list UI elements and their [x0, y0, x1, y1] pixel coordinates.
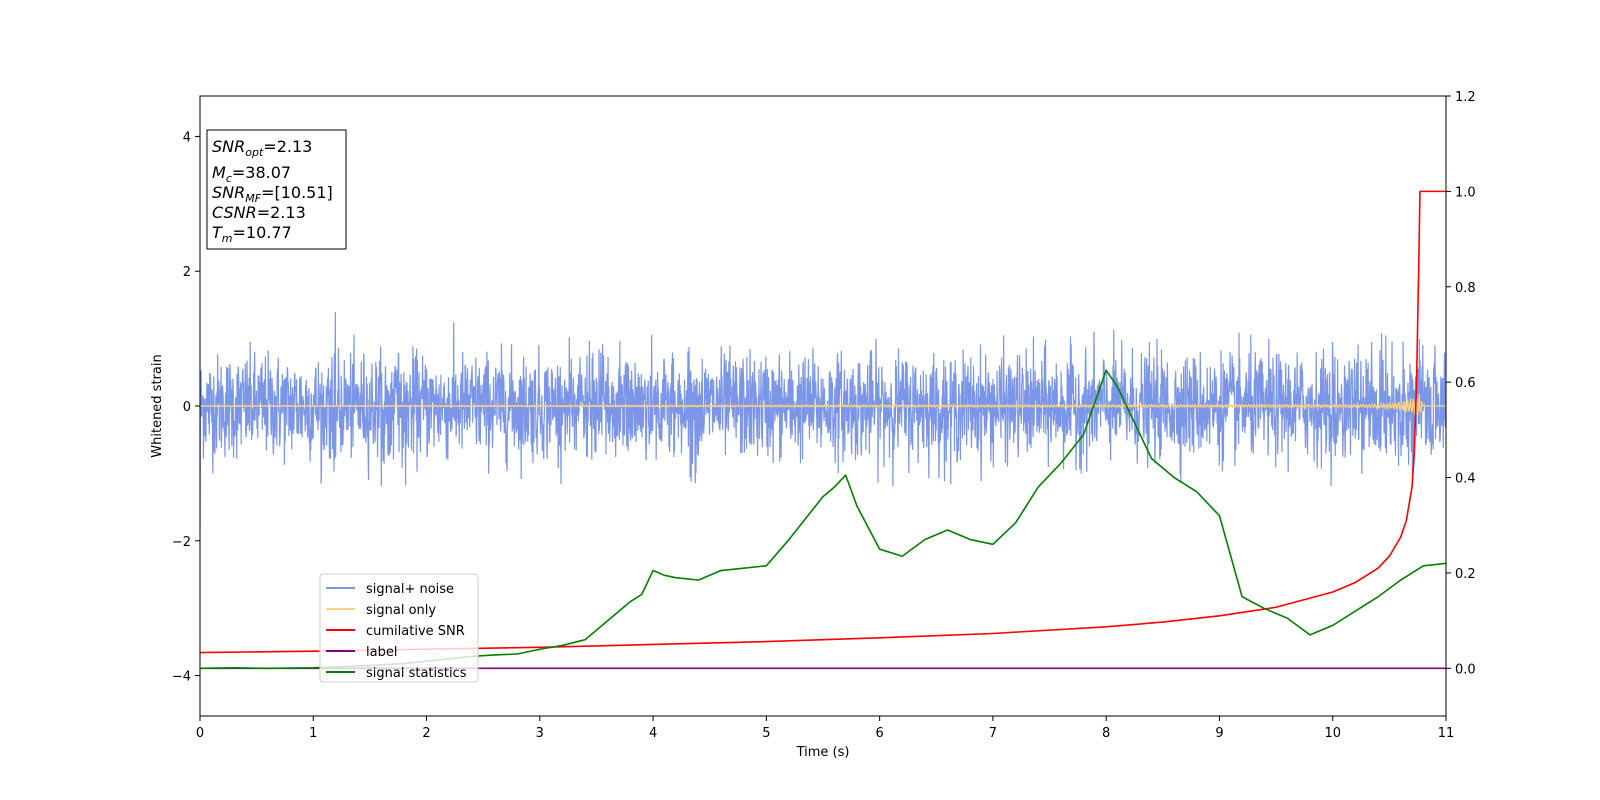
y-axis-label: Whitened strain: [150, 354, 165, 457]
snr-mf-text: SNRMF=[10.51]: [212, 183, 333, 205]
legend: signal+ noise signal only cumilative SNR la…: [319, 573, 479, 683]
x-tick-label: 5: [762, 726, 770, 741]
x-tick-label: 9: [1215, 726, 1223, 741]
y-left-tick-label: −4: [172, 670, 191, 685]
series-signal-noise: [200, 312, 1446, 528]
x-tick-label: 4: [649, 726, 657, 741]
y-right-tick-label: 1.2: [1455, 90, 1476, 105]
series-cumulative-snr: [200, 190, 1446, 654]
x-tick-label: 8: [1102, 726, 1110, 741]
y-left-tick-label: 0: [183, 400, 191, 415]
series-signal-statistics: [200, 369, 1446, 670]
snr-opt-text: SNRopt=2.13: [212, 137, 312, 159]
legend-label: cumilative SNR: [366, 624, 465, 639]
legend-frame: [319, 573, 479, 683]
series-signal-only: [200, 394, 1446, 416]
y-left-tick-label: 4: [183, 130, 191, 145]
y-left-tick-label: −2: [172, 535, 191, 550]
tm-text: Tm=10.77: [212, 223, 292, 245]
mc-text: Mc=38.07: [212, 163, 291, 185]
legend-label: label: [366, 645, 397, 660]
y-right-tick-label: 0.0: [1455, 662, 1476, 677]
y-right-tick-label: 0.8: [1455, 281, 1476, 296]
x-axis: 0 1 2 3 4 5 6 7 8 9 10 11: [196, 716, 1454, 741]
x-tick-label: 1: [309, 726, 317, 741]
x-axis-label: Time (s): [796, 745, 850, 760]
legend-label: signal+ noise: [366, 582, 454, 597]
x-tick-label: 10: [1324, 726, 1341, 741]
legend-label: signal statistics: [366, 666, 467, 681]
csnr-text: CSNR=2.13: [212, 203, 306, 222]
y-right-tick-label: 1.0: [1455, 185, 1476, 200]
y-right-tick-label: 0.2: [1455, 567, 1476, 582]
x-tick-label: 3: [536, 726, 544, 741]
x-tick-label: 7: [989, 726, 997, 741]
x-tick-label: 11: [1438, 726, 1455, 741]
info-box: SNRopt=2.13 Mc=38.07 SNRMF=[10.51] CSNR=…: [206, 129, 347, 250]
y-right-tick-label: 0.4: [1455, 472, 1476, 487]
info-box-frame: [206, 129, 347, 250]
y-axis-left: −4 −2 0 2 4: [172, 130, 200, 685]
x-tick-label: 6: [875, 726, 883, 741]
y-right-tick-label: 0.6: [1455, 376, 1476, 391]
x-tick-label: 2: [422, 726, 430, 741]
x-tick-label: 0: [196, 726, 204, 741]
legend-label: signal only: [366, 603, 436, 618]
y-axis-right: 0.0 0.2 0.4 0.6 0.8 1.0 1.2: [1446, 90, 1476, 677]
y-left-tick-label: 2: [183, 265, 191, 280]
